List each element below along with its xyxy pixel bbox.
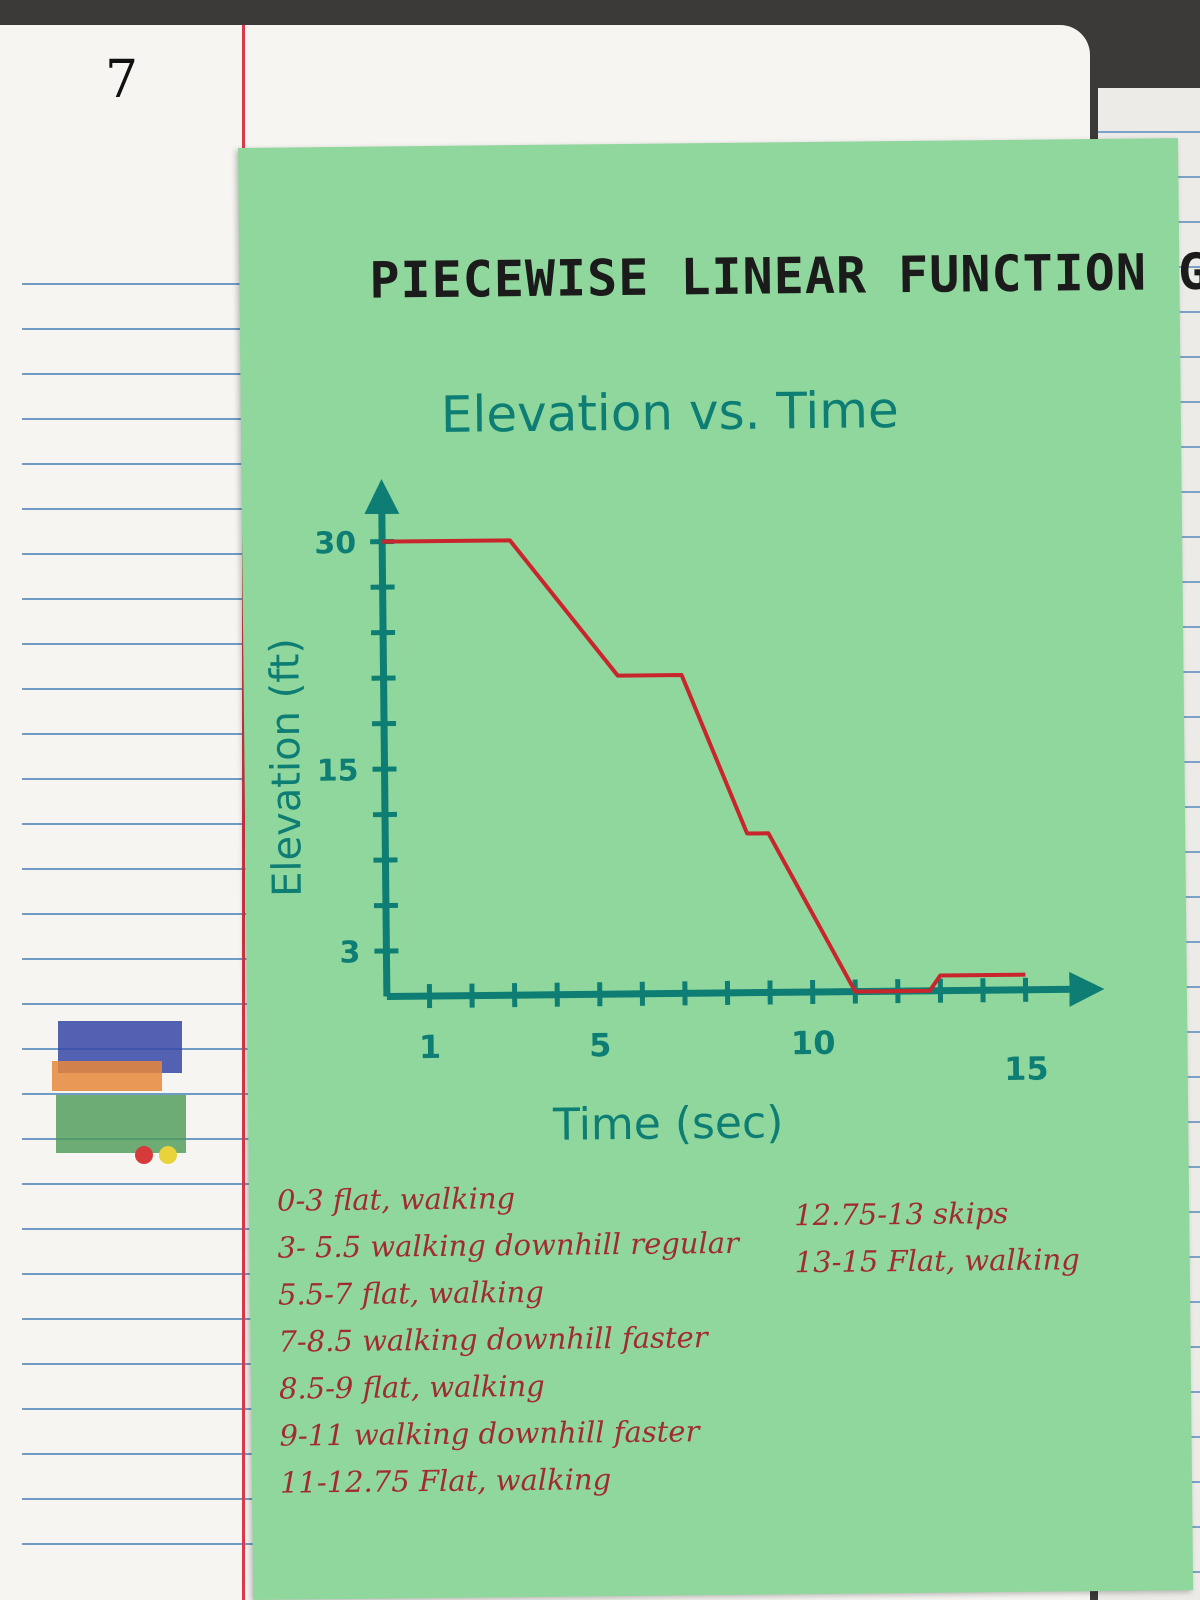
- x-tick-label: 10: [791, 1024, 836, 1062]
- note-line: 3- 5.5 walking downhill regular: [277, 1225, 740, 1265]
- x-tick-label: 5: [589, 1026, 612, 1064]
- green-card: PIECEWISE LINEAR FUNCTION GRAPHS Elevati…: [238, 138, 1200, 1600]
- x-tick-label: 1: [419, 1028, 442, 1066]
- crayon-green: [56, 1095, 186, 1153]
- y-tick-label: 30: [314, 526, 356, 561]
- y-tick-label: 3: [339, 935, 360, 970]
- x-tick-label: 15: [1004, 1050, 1049, 1088]
- note-line: 11-12.75 Flat, walking: [279, 1462, 612, 1500]
- crayon-orange: [52, 1061, 162, 1091]
- margin-line: [242, 25, 245, 1600]
- page-number: 7: [105, 50, 139, 110]
- note-line: 8.5-9 flat, walking: [278, 1368, 545, 1406]
- y-tick-label: 15: [317, 753, 359, 788]
- note-line: 0-3 flat, walking: [276, 1181, 516, 1218]
- note-line: 9-11 walking downhill faster: [279, 1414, 700, 1453]
- y-axis-label: Elevation (ft): [262, 638, 311, 897]
- notes-left: 0-3 flat, walking 3- 5.5 walking downhil…: [277, 1172, 800, 1506]
- x-axis-label: Time (sec): [552, 1097, 784, 1150]
- series-line: [382, 538, 1026, 994]
- note-line: 7-8.5 walking downhill faster: [278, 1320, 708, 1359]
- note-line: 12.75-13 skips: [794, 1195, 1009, 1233]
- crayon-yellow: [159, 1146, 177, 1164]
- crayon-drawing: [52, 1021, 186, 1164]
- crayon-red: [135, 1146, 153, 1164]
- notes-right: 12.75-13 skips 13-15 Flat, walking: [794, 1188, 1155, 1286]
- note-line: 13-15 Flat, walking: [794, 1242, 1080, 1280]
- note-line: 5.5-7 flat, walking: [277, 1274, 544, 1312]
- y-axis: [364, 479, 400, 997]
- x-axis: [386, 971, 1105, 1007]
